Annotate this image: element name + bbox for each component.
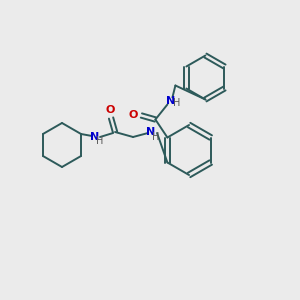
Text: N: N bbox=[166, 97, 175, 106]
Text: O: O bbox=[129, 110, 138, 121]
Text: H: H bbox=[152, 132, 160, 142]
Text: N: N bbox=[90, 132, 100, 142]
Text: H: H bbox=[173, 98, 180, 107]
Text: N: N bbox=[146, 127, 156, 137]
Text: O: O bbox=[105, 105, 115, 115]
Text: H: H bbox=[96, 136, 104, 146]
